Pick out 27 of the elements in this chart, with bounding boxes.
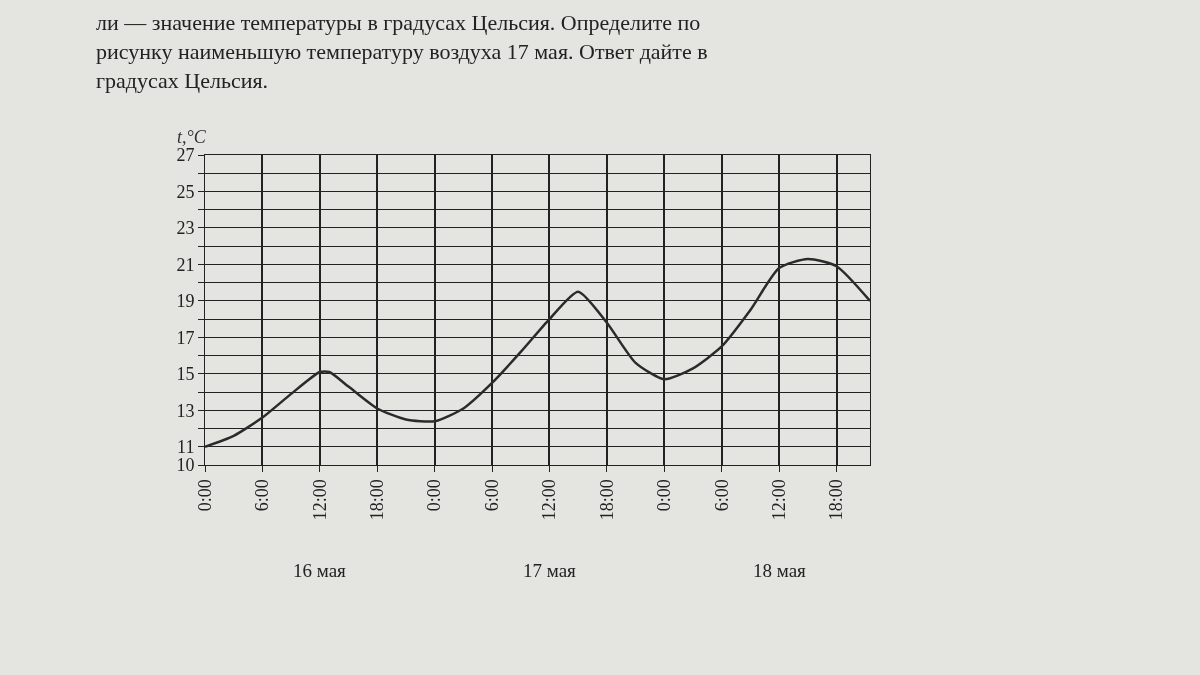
x-tick-label: 0:00 [654, 479, 675, 512]
y-tick-label: 10 [176, 455, 195, 476]
y-tick-label: 25 [176, 181, 195, 202]
x-tick-label: 18:00 [826, 479, 847, 521]
y-axis-title: t,°C [177, 127, 207, 147]
x-tick-label: 6:00 [481, 479, 502, 512]
text: 18 мая [753, 560, 807, 581]
x-tick-label: 12:00 [768, 479, 789, 521]
y-tick-label: 11 [177, 437, 195, 458]
x-tick-label: 12:00 [309, 479, 330, 521]
text: 16 мая [293, 560, 347, 581]
y-tick-label: 15 [176, 364, 195, 385]
x-tick-label: 12:00 [539, 479, 560, 521]
x-tick-label: 18:00 [596, 479, 617, 521]
y-tick-label: 19 [176, 291, 195, 312]
y-tick-label: 23 [176, 218, 195, 239]
chart-title: ли — значение температуры в градусах Цельсия. Определите по рисунку наименьшую температуру воздуха 17 мая. Ответ дайте в градусах Цельсия. [96, 10, 708, 93]
x-tick-label: 6:00 [711, 479, 732, 512]
y-tick-label: 13 [176, 400, 195, 421]
x-tick-label: 18:00 [367, 479, 388, 521]
x-tick-label: 6:00 [252, 479, 273, 512]
x-tick-label: 0:00 [424, 479, 445, 512]
y-tick-label: 17 [176, 327, 195, 348]
y-tick-label: 21 [176, 254, 195, 275]
text: 17 мая [523, 560, 577, 581]
x-tick-label: 0:00 [194, 479, 215, 512]
y-tick-label: 27 [176, 145, 195, 166]
